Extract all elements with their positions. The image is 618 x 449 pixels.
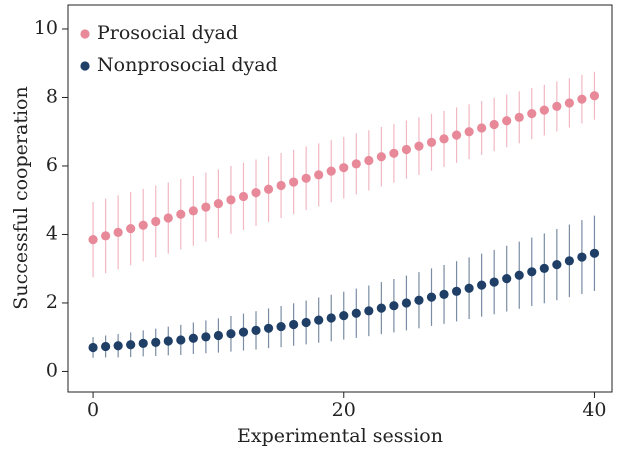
point	[539, 105, 549, 115]
point	[414, 295, 424, 305]
point	[502, 274, 512, 284]
point	[151, 216, 161, 227]
point	[101, 341, 111, 352]
point	[489, 119, 499, 130]
point	[276, 180, 286, 191]
point	[201, 202, 211, 212]
point	[314, 315, 324, 325]
plot-frame	[67, 4, 613, 393]
point	[326, 313, 336, 323]
y-tick-label: 0	[46, 359, 58, 381]
point	[226, 329, 236, 339]
point	[502, 116, 512, 126]
point	[577, 94, 587, 104]
point	[138, 338, 148, 348]
point	[376, 303, 386, 313]
point	[477, 123, 487, 133]
point	[339, 311, 349, 321]
point	[213, 330, 224, 341]
y-tick-label: 6	[46, 154, 58, 176]
point	[213, 199, 224, 209]
point	[314, 170, 324, 180]
point	[564, 98, 574, 108]
legend-label: Prosocial dyad	[97, 22, 238, 44]
point	[226, 195, 236, 205]
point	[201, 332, 211, 342]
point	[489, 277, 499, 287]
point	[339, 163, 349, 173]
point	[251, 325, 261, 335]
point	[527, 108, 537, 119]
point	[238, 191, 249, 202]
point	[188, 333, 198, 343]
point	[451, 286, 462, 296]
point	[301, 317, 311, 328]
point	[577, 252, 587, 262]
point	[251, 188, 261, 198]
x-tick-label: 20	[332, 399, 356, 421]
point	[426, 292, 437, 302]
point	[301, 173, 311, 183]
point	[552, 259, 562, 270]
y-tick-label: 10	[34, 17, 58, 39]
point	[163, 213, 173, 223]
point	[126, 340, 136, 350]
point	[88, 342, 98, 353]
point	[426, 137, 437, 147]
point	[263, 184, 274, 194]
point	[364, 155, 374, 166]
point	[289, 319, 299, 330]
x-tick-label: 40	[582, 399, 606, 421]
point	[176, 209, 186, 219]
point	[464, 127, 474, 137]
point	[389, 148, 399, 158]
point	[552, 101, 562, 111]
point	[401, 144, 412, 155]
point	[514, 112, 524, 122]
point	[464, 283, 474, 293]
point	[527, 267, 537, 277]
point	[88, 234, 98, 245]
point	[401, 298, 412, 308]
point	[126, 224, 136, 234]
legend-marker	[80, 61, 90, 71]
point	[376, 152, 386, 162]
point	[101, 231, 111, 241]
point	[351, 308, 361, 318]
point	[539, 263, 549, 273]
point	[113, 341, 123, 351]
point	[439, 289, 449, 299]
point	[414, 141, 424, 151]
point	[351, 159, 361, 169]
point	[263, 323, 274, 333]
point	[364, 306, 374, 316]
point	[151, 337, 161, 347]
point	[176, 335, 186, 345]
point	[113, 227, 123, 238]
point	[439, 134, 449, 144]
point	[276, 321, 286, 332]
point	[289, 177, 299, 187]
point	[564, 256, 574, 266]
point	[451, 130, 462, 140]
y-tick-label: 2	[46, 291, 58, 313]
point	[477, 280, 487, 290]
point	[514, 270, 524, 280]
point	[163, 336, 173, 346]
point	[238, 327, 249, 337]
y-tick-label: 4	[46, 222, 58, 244]
point	[589, 91, 600, 101]
legend-label: Nonprosocial dyad	[97, 54, 278, 76]
y-axis-label: Successful cooperation	[10, 86, 32, 309]
point	[188, 206, 198, 216]
x-tick-label: 0	[87, 399, 99, 421]
y-tick-label: 8	[46, 85, 58, 107]
point	[326, 166, 336, 176]
point	[138, 220, 148, 230]
x-axis-label: Experimental session	[237, 425, 443, 447]
point	[389, 301, 399, 311]
point	[589, 248, 600, 258]
legend-marker	[80, 29, 90, 39]
